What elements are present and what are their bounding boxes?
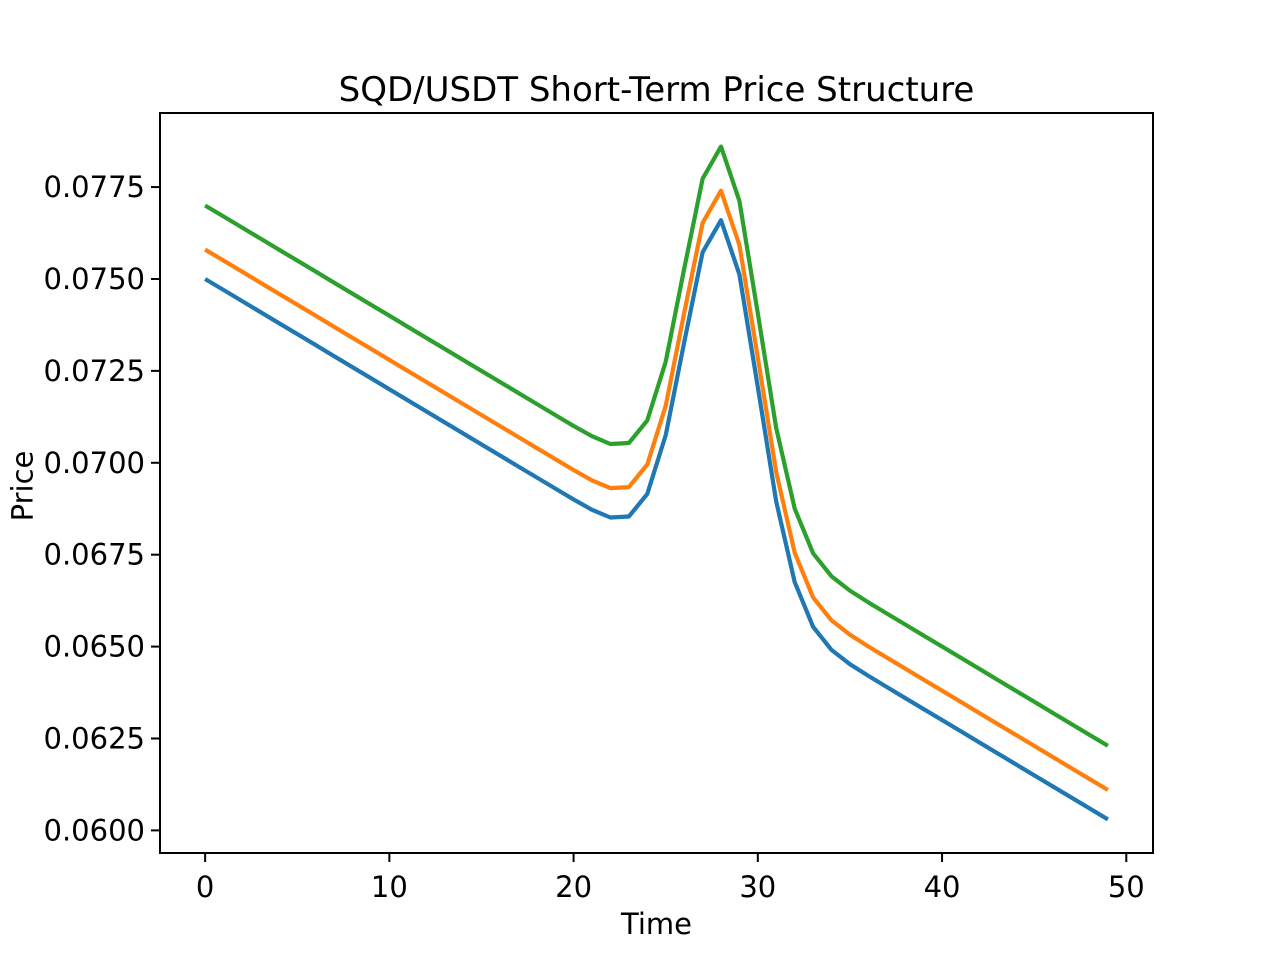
series-lines bbox=[204, 144, 1109, 822]
y-tick-label: 0.0650 bbox=[44, 630, 145, 664]
y-tick-label: 0.0700 bbox=[44, 446, 145, 480]
series-line-orange bbox=[204, 188, 1109, 792]
y-tick-label: 0.0600 bbox=[44, 813, 145, 847]
series-line-green bbox=[204, 144, 1109, 748]
chart-title: SQD/USDT Short-Term Price Structure bbox=[338, 70, 975, 110]
y-axis-ticks: 0.0600 0.0625 0.0650 0.0675 0.0700 0.0725 0.07… bbox=[44, 170, 160, 847]
x-tick-label: 40 bbox=[924, 870, 961, 904]
x-axis-label: Time bbox=[621, 907, 692, 941]
y-tick-label: 0.0775 bbox=[44, 170, 145, 204]
x-tick-label: 10 bbox=[371, 870, 408, 904]
axes-spines bbox=[159, 112, 1154, 854]
x-tick-label: 0 bbox=[196, 870, 214, 904]
series-line-blue bbox=[204, 218, 1109, 822]
x-axis-ticks: 0 10 20 30 40 50 bbox=[196, 853, 1145, 904]
y-tick-label: 0.0625 bbox=[44, 721, 145, 755]
x-tick-label: 30 bbox=[739, 870, 776, 904]
x-tick-label: 20 bbox=[555, 870, 592, 904]
y-tick-label: 0.0725 bbox=[44, 354, 145, 388]
y-tick-label: 0.0750 bbox=[44, 262, 145, 296]
y-tick-label: 0.0675 bbox=[44, 538, 145, 572]
x-tick-label: 50 bbox=[1108, 870, 1145, 904]
